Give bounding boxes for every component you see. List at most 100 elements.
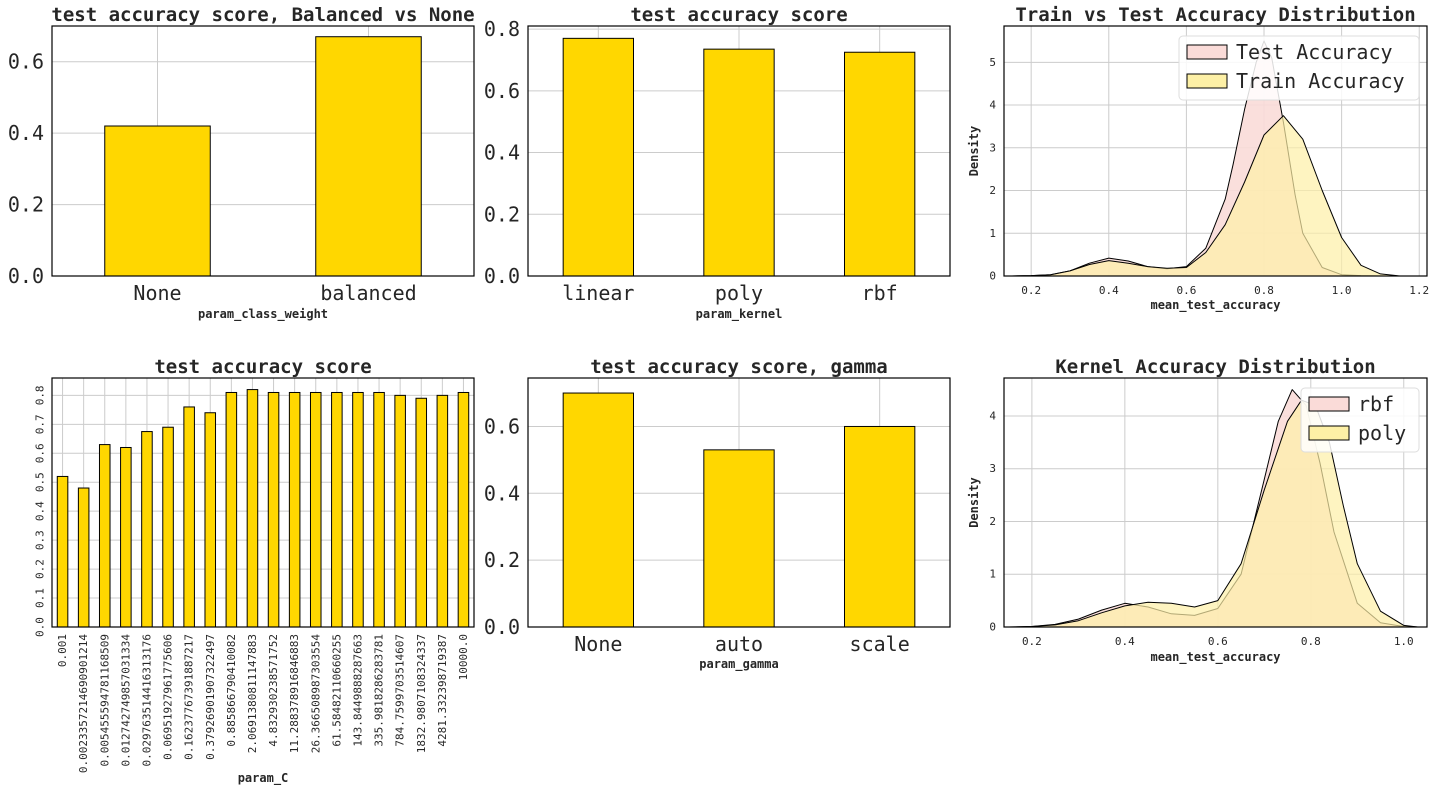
x-tick-label: 0.4 xyxy=(1099,284,1119,297)
bar xyxy=(703,449,775,628)
legend-label: rbf xyxy=(1358,392,1394,416)
x-axis-label: mean_test_accuracy xyxy=(1150,298,1280,313)
bar xyxy=(141,431,153,628)
x-tick-label: 0.2 xyxy=(1022,635,1042,648)
y-tick-label: 3 xyxy=(989,462,996,475)
bar xyxy=(844,425,916,628)
bar xyxy=(703,48,775,277)
y-tick-label: 0.8 xyxy=(484,17,520,41)
legend-label: poly xyxy=(1358,421,1406,445)
x-tick-label: 10000.0 xyxy=(457,634,470,680)
y-tick-label: 0.0 xyxy=(34,617,47,637)
y-tick-label: 2 xyxy=(989,515,996,528)
y-tick-label: 0.2 xyxy=(484,548,520,572)
bar xyxy=(77,487,90,628)
bar xyxy=(267,391,280,628)
y-tick-label: 0.7 xyxy=(34,414,47,434)
y-tick-label: 0.6 xyxy=(34,443,47,463)
y-tick-label: 4 xyxy=(989,99,996,112)
legend-swatch xyxy=(1308,425,1350,441)
x-tick-label: 0.001 xyxy=(56,634,69,667)
y-tick-label: 0.4 xyxy=(484,481,520,505)
y-tick-label: 0.4 xyxy=(34,501,47,521)
axes-frame xyxy=(527,25,951,277)
x-tick-label: poly xyxy=(715,281,763,305)
bar xyxy=(120,446,132,628)
y-tick-label: 0.0 xyxy=(484,615,520,639)
x-tick-label: 0.8 xyxy=(1301,635,1321,648)
x-axis-label: param_gamma xyxy=(699,657,778,672)
bar xyxy=(98,444,111,628)
x-tick-label: 1.0 xyxy=(1394,635,1414,648)
y-tick-label: 1 xyxy=(989,227,996,240)
axes-frame xyxy=(1003,25,1428,277)
y-tick-label: 0.6 xyxy=(484,414,520,438)
axes-frame xyxy=(527,377,951,628)
y-tick-label: 0.4 xyxy=(8,121,44,145)
x-tick-label: 1832.9807108324337 xyxy=(415,634,428,753)
bar xyxy=(373,391,385,628)
bar xyxy=(352,391,364,628)
bar xyxy=(104,125,211,277)
bar xyxy=(562,37,635,277)
bar xyxy=(183,406,195,628)
density-area xyxy=(1011,115,1401,277)
x-tick-label: 0.37926901907322497 xyxy=(204,634,217,760)
x-axis-label: mean_test_accuracy xyxy=(1150,650,1280,665)
bar xyxy=(844,51,916,277)
bar xyxy=(436,394,449,628)
x-tick-label: 4.832930238571752 xyxy=(267,634,280,747)
chart-title: test accuracy score xyxy=(630,4,847,26)
bar xyxy=(315,36,422,277)
y-tick-label: 0 xyxy=(989,270,996,283)
y-tick-label: 2 xyxy=(989,184,996,197)
x-tick-label: 335.9818286283781 xyxy=(373,634,386,747)
x-tick-label: 61.58482110660255 xyxy=(330,634,343,747)
bar xyxy=(288,391,301,628)
y-axis-label: Density xyxy=(967,477,981,528)
bar xyxy=(457,391,470,628)
y-tick-label: 1 xyxy=(989,568,996,581)
chart-title: test accuracy score, Balanced vs None xyxy=(51,4,474,26)
y-tick-label: 0.2 xyxy=(8,193,44,217)
x-tick-label: 1.2 xyxy=(1409,284,1429,297)
chart-p6: Kernel Accuracy Distribution 0 1 2 3 4 0.2 0.4 0… xyxy=(967,356,1428,665)
legend-box xyxy=(1178,35,1420,101)
legend-swatch xyxy=(1186,73,1228,89)
x-axis-label: param_kernel xyxy=(696,307,783,322)
y-tick-label: 0.3 xyxy=(34,530,47,550)
x-tick-label: 2.0691380811147883 xyxy=(246,634,259,753)
bar xyxy=(394,394,406,628)
y-tick-label: 0.2 xyxy=(484,202,520,226)
density-area xyxy=(1008,399,1419,628)
y-tick-label: 0.8 xyxy=(34,385,47,405)
bar xyxy=(56,475,69,628)
y-tick-label: 0 xyxy=(989,621,996,634)
axes-frame xyxy=(51,25,475,277)
x-tick-label: None xyxy=(574,632,622,656)
x-axis-label: param_class_weight xyxy=(198,307,328,322)
bar xyxy=(204,412,217,628)
axes-frame xyxy=(1003,377,1428,628)
x-tick-label: 0.16237767391887217 xyxy=(183,634,196,760)
x-tick-label: 0.2 xyxy=(1021,284,1041,297)
chart-p5: test accuracy score, gamma 0.0 0.2 0.4 0.6 No… xyxy=(484,356,951,672)
x-tick-label: 0.0023357214690901214 xyxy=(77,634,90,773)
chart-title: test accuracy score, gamma xyxy=(590,356,887,378)
y-tick-label: 0.6 xyxy=(8,50,44,74)
y-tick-label: 0.4 xyxy=(484,141,520,165)
x-tick-label: 0.6 xyxy=(1176,284,1196,297)
legend-label: Test Accuracy xyxy=(1236,40,1393,64)
x-tick-label: None xyxy=(133,281,181,305)
y-tick-label: 0.1 xyxy=(34,588,47,608)
x-tick-label: 0.885866790410082 xyxy=(225,634,238,747)
bar xyxy=(246,389,259,628)
x-tick-label: 1.0 xyxy=(1332,284,1352,297)
x-tick-label: 0.8 xyxy=(1254,284,1274,297)
y-tick-label: 4 xyxy=(989,409,996,422)
x-tick-label: scale xyxy=(850,632,910,656)
bar xyxy=(225,391,238,628)
x-tick-label: 0.6 xyxy=(1208,635,1228,648)
x-tick-label: 143.8449888287663 xyxy=(351,634,364,747)
chart-p2: test accuracy score 0.0 0.2 0.4 0.6 0.8 linear… xyxy=(484,4,951,322)
